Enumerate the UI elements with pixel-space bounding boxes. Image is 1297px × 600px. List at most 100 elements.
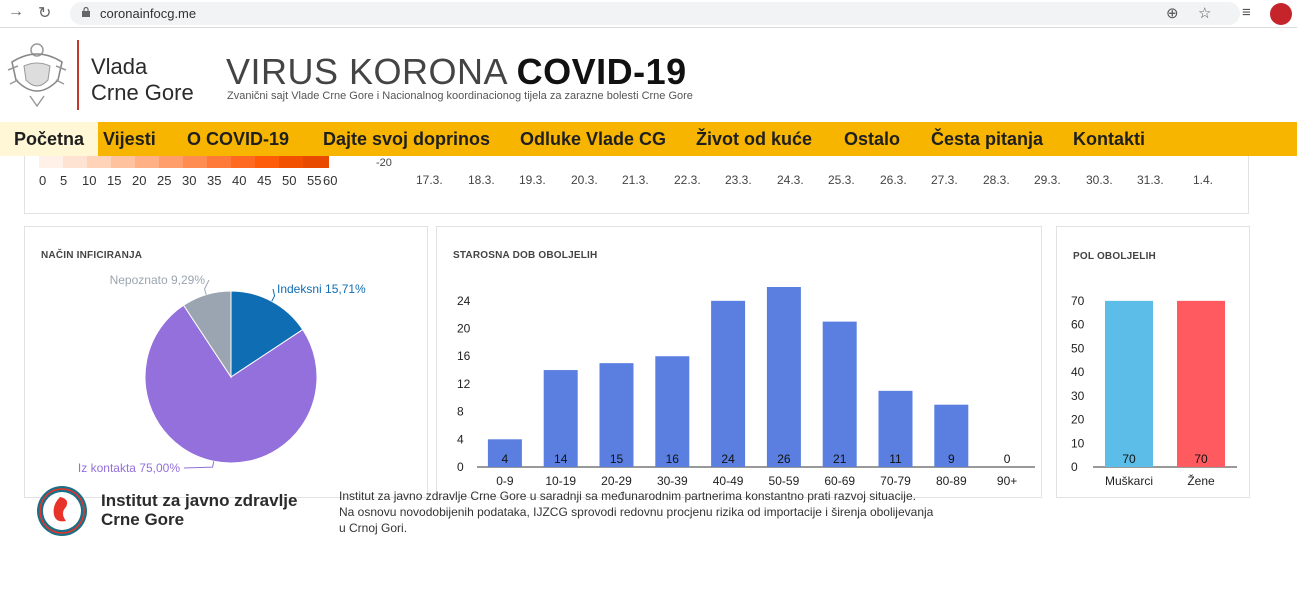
site-title-bold: COVID-19 xyxy=(516,51,687,92)
sex-bar-chart: 0 10 20 30 40 50 60 70 70 Muškarci 70 Žene xyxy=(1071,294,1237,488)
card-title: POL OBOLJELIH xyxy=(1073,251,1156,262)
y-tick-label: 0 xyxy=(1071,460,1078,474)
date-label: 28.3. xyxy=(983,173,1010,187)
category-label: 50-59 xyxy=(769,474,800,488)
date-label: 27.3. xyxy=(931,173,958,187)
pie-slice xyxy=(144,304,318,464)
y-tick-label: 70 xyxy=(1071,294,1085,308)
date-label: 31.3. xyxy=(1137,173,1164,187)
sex-bar xyxy=(1105,300,1153,467)
scale-label: 55 xyxy=(307,173,322,188)
star-icon[interactable]: ☆ xyxy=(1198,5,1212,22)
scale-label: 15 xyxy=(107,173,122,188)
profile-avatar[interactable] xyxy=(1270,3,1292,25)
y-tick-label: 50 xyxy=(1071,341,1085,355)
category-label: 70-79 xyxy=(880,474,911,488)
scale-label: 35 xyxy=(207,173,222,188)
y-tick-label: 60 xyxy=(1071,318,1085,332)
date-label: 21.3. xyxy=(622,173,649,187)
scale-swatch xyxy=(303,156,329,168)
address-bar[interactable]: coronainfocg.me ⊕ ☆ xyxy=(70,2,1240,25)
menu-item-ostalo[interactable]: Ostalo xyxy=(844,129,901,149)
scale-label: 60 xyxy=(323,173,338,188)
brand-header: Vlada Crne Gore VIRUS KORONA COVID-19 Zv… xyxy=(0,28,1297,122)
category-label: 60-69 xyxy=(824,474,855,488)
scale-swatch xyxy=(231,156,255,168)
date-label: 20.3. xyxy=(571,173,598,187)
age-bar xyxy=(766,287,801,467)
sex-card: POL OBOLJELIH 0 10 20 30 40 50 60 70 70 Muškarci 7… xyxy=(1056,226,1250,498)
category-label: Muškarci xyxy=(1105,474,1153,488)
add-icon[interactable]: ⊕ xyxy=(1166,5,1179,22)
date-label: 25.3. xyxy=(828,173,855,187)
y-tick-label: 24 xyxy=(457,294,471,308)
date-label: 23.3. xyxy=(725,173,752,187)
menu-item-zivot[interactable]: Život od kuće xyxy=(696,129,813,149)
pie-slice-label: Nepoznato 9,29% xyxy=(110,273,206,287)
y-tick-label: 12 xyxy=(457,377,471,391)
scale-swatch xyxy=(279,156,303,168)
bar-value-label: 21 xyxy=(833,452,847,466)
pie-slice xyxy=(182,290,232,379)
axis-neg-label: -20 xyxy=(376,157,392,169)
category-label: 0-9 xyxy=(496,474,514,488)
category-label: 40-49 xyxy=(713,474,744,488)
category-label: 10-19 xyxy=(545,474,576,488)
header-divider xyxy=(77,40,79,110)
category-label: 20-29 xyxy=(601,474,632,488)
y-tick-label: 20 xyxy=(457,322,471,336)
scale-label: 5 xyxy=(60,173,68,188)
scale-swatch xyxy=(183,156,207,168)
forward-icon[interactable]: → xyxy=(8,3,24,20)
age-bar xyxy=(934,404,969,467)
ijz-description-line: Institut za javno zdravlje Crne Gore u s… xyxy=(339,489,916,503)
age-bar xyxy=(543,370,578,467)
age-bar-chart: 0 4 8 12 16 20 24 4 0-9 14 10-19 15 20-29 16 30-39 24 40… xyxy=(457,287,1035,488)
bar-value-label: 70 xyxy=(1122,452,1136,466)
playlist-icon[interactable]: ≡ xyxy=(1242,4,1251,21)
site-title: VIRUS KORONA COVID-19 xyxy=(226,52,687,92)
bar-value-label: 14 xyxy=(554,452,568,466)
bar-value-label: 15 xyxy=(610,452,624,466)
reload-icon[interactable]: ↻ xyxy=(38,5,52,22)
scale-label: 25 xyxy=(157,173,172,188)
scale-swatch xyxy=(111,156,135,168)
menu-item-kontakti[interactable]: Kontakti xyxy=(1073,129,1145,149)
category-label: 30-39 xyxy=(657,474,688,488)
date-label: 24.3. xyxy=(777,173,804,187)
pie-slice-label: Indeksni 15,71% xyxy=(277,282,366,296)
scale-label: 45 xyxy=(257,173,272,188)
bar-value-label: 4 xyxy=(502,452,509,466)
menu-item-vijesti[interactable]: Vijesti xyxy=(103,129,156,149)
bar-value-label: 0 xyxy=(1004,452,1011,466)
infection-mode-card: NAČIN INFICIRANJA Indeksni 15,71% Iz kont… xyxy=(24,226,428,498)
scale-label: 30 xyxy=(182,173,197,188)
ijz-description-line: Na osnovu novodobijenih podataka, IJZCG … xyxy=(339,505,934,519)
bar-value-label: 26 xyxy=(777,452,791,466)
lock-icon xyxy=(82,7,90,17)
menu-item-pitanja[interactable]: Česta pitanja xyxy=(931,129,1044,149)
scale-swatch xyxy=(135,156,159,168)
site-title-thin: VIRUS KORONA xyxy=(226,51,507,92)
date-label: 29.3. xyxy=(1034,173,1061,187)
y-tick-label: 16 xyxy=(457,349,471,363)
age-bar xyxy=(487,439,522,467)
menu-item-pocetna[interactable]: Početna xyxy=(0,122,99,156)
bar-value-label: 9 xyxy=(948,452,955,466)
scale-label: 20 xyxy=(132,173,147,188)
ijz-name: Institut za javno zdravlje Crne Gore xyxy=(101,491,298,529)
ijz-description: Institut za javno zdravlje Crne Gore u s… xyxy=(339,488,999,536)
menu-item-doprinos[interactable]: Dajte svoj doprinos xyxy=(323,129,491,149)
ijz-name-line2: Crne Gore xyxy=(101,510,185,529)
pie-slice xyxy=(230,290,304,378)
scale-label: 50 xyxy=(282,173,297,188)
date-label: 19.3. xyxy=(519,173,546,187)
bar-value-label: 70 xyxy=(1194,452,1208,466)
scale-label: 10 xyxy=(82,173,97,188)
url-text: coronainfocg.me xyxy=(100,6,197,21)
date-label: 17.3. xyxy=(416,173,443,187)
menu-item-o-covid[interactable]: O COVID-19 xyxy=(187,129,290,149)
scale-label: 0 xyxy=(39,173,47,188)
date-label: 22.3. xyxy=(674,173,701,187)
menu-item-odluke[interactable]: Odluke Vlade CG xyxy=(520,129,667,149)
